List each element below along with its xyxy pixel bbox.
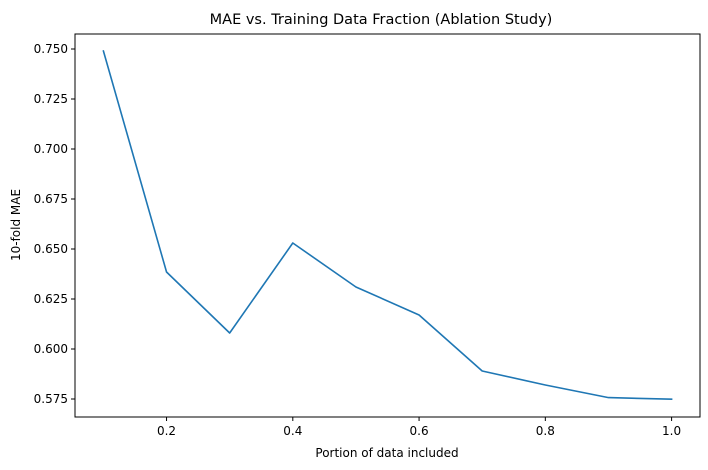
y-tick-label: 0.700	[34, 142, 68, 156]
series-layer	[102, 50, 673, 401]
x-axis-label: Portion of data included	[315, 446, 458, 460]
series-line	[102, 50, 673, 401]
x-tick-label: 0.2	[157, 424, 176, 438]
y-tick-label: 0.650	[34, 242, 68, 256]
x-axis: 0.2 0.4 0.6 0.8 1.0	[157, 417, 681, 438]
chart-title: MAE vs. Training Data Fraction (Ablation…	[210, 12, 553, 28]
y-tick-label: 0.575	[34, 392, 68, 406]
x-tick-label: 1.0	[662, 424, 681, 438]
y-tick-label: 0.675	[34, 192, 68, 206]
x-tick-label: 0.8	[536, 424, 555, 438]
y-axis: 0.575 0.600 0.625 0.650 0.675 0.700 0.725 0.750	[34, 42, 75, 406]
y-tick-label: 0.750	[34, 42, 68, 56]
y-tick-label: 0.725	[34, 92, 68, 106]
y-tick-label: 0.600	[34, 342, 68, 356]
y-tick-label: 0.625	[34, 292, 68, 306]
plot-area-frame	[74, 33, 701, 418]
y-axis-label: 10-fold MAE	[9, 189, 23, 261]
x-tick-label: 0.6	[410, 424, 429, 438]
x-tick-label: 0.4	[283, 424, 302, 438]
